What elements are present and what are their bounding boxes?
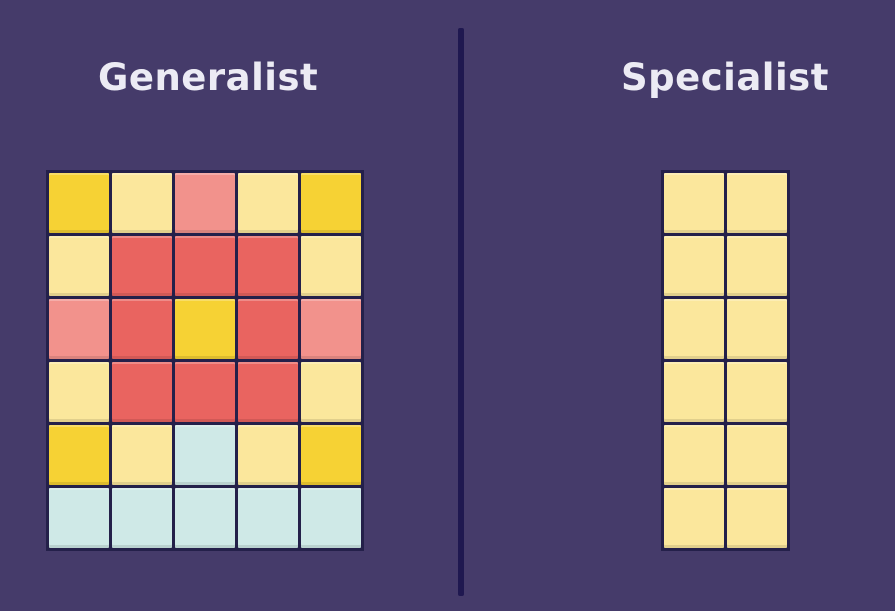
specialist-tile: [727, 362, 787, 422]
specialist-tile: [727, 236, 787, 296]
generalist-tile: [175, 236, 235, 296]
generalist-tile: [49, 425, 109, 485]
generalist-tile: [112, 488, 172, 548]
generalist-tile: [238, 425, 298, 485]
specialist-tile: [727, 173, 787, 233]
generalist-tile: [301, 236, 361, 296]
generalist-tile: [112, 425, 172, 485]
specialist-tile: [727, 425, 787, 485]
generalist-tile: [301, 488, 361, 548]
generalist-tile: [112, 173, 172, 233]
specialist-tile: [664, 236, 724, 296]
generalist-tile: [301, 425, 361, 485]
specialist-tile: [727, 299, 787, 359]
divider-line: [458, 28, 464, 596]
generalist-tile: [301, 299, 361, 359]
specialist-title: Specialist: [621, 56, 829, 99]
generalist-tile: [238, 173, 298, 233]
generalist-tile: [175, 173, 235, 233]
generalist-tile: [49, 236, 109, 296]
generalist-grid: [46, 170, 364, 551]
generalist-tile: [238, 299, 298, 359]
specialist-tile: [664, 425, 724, 485]
specialist-tile: [664, 362, 724, 422]
generalist-tile: [112, 236, 172, 296]
generalist-tile: [49, 362, 109, 422]
generalist-tile: [49, 488, 109, 548]
generalist-tile: [112, 362, 172, 422]
generalist-title: Generalist: [98, 56, 319, 99]
specialist-tile: [664, 488, 724, 548]
generalist-tile: [49, 173, 109, 233]
specialist-tile: [727, 488, 787, 548]
generalist-tile: [175, 362, 235, 422]
generalist-tile: [238, 362, 298, 422]
generalist-tile: [301, 362, 361, 422]
generalist-tile: [238, 236, 298, 296]
specialist-grid: [661, 170, 790, 551]
generalist-tile: [112, 299, 172, 359]
generalist-tile: [49, 299, 109, 359]
generalist-tile: [175, 488, 235, 548]
specialist-tile: [664, 173, 724, 233]
generalist-tile: [301, 173, 361, 233]
generalist-tile: [238, 488, 298, 548]
generalist-tile: [175, 299, 235, 359]
generalist-tile: [175, 425, 235, 485]
specialist-tile: [664, 299, 724, 359]
